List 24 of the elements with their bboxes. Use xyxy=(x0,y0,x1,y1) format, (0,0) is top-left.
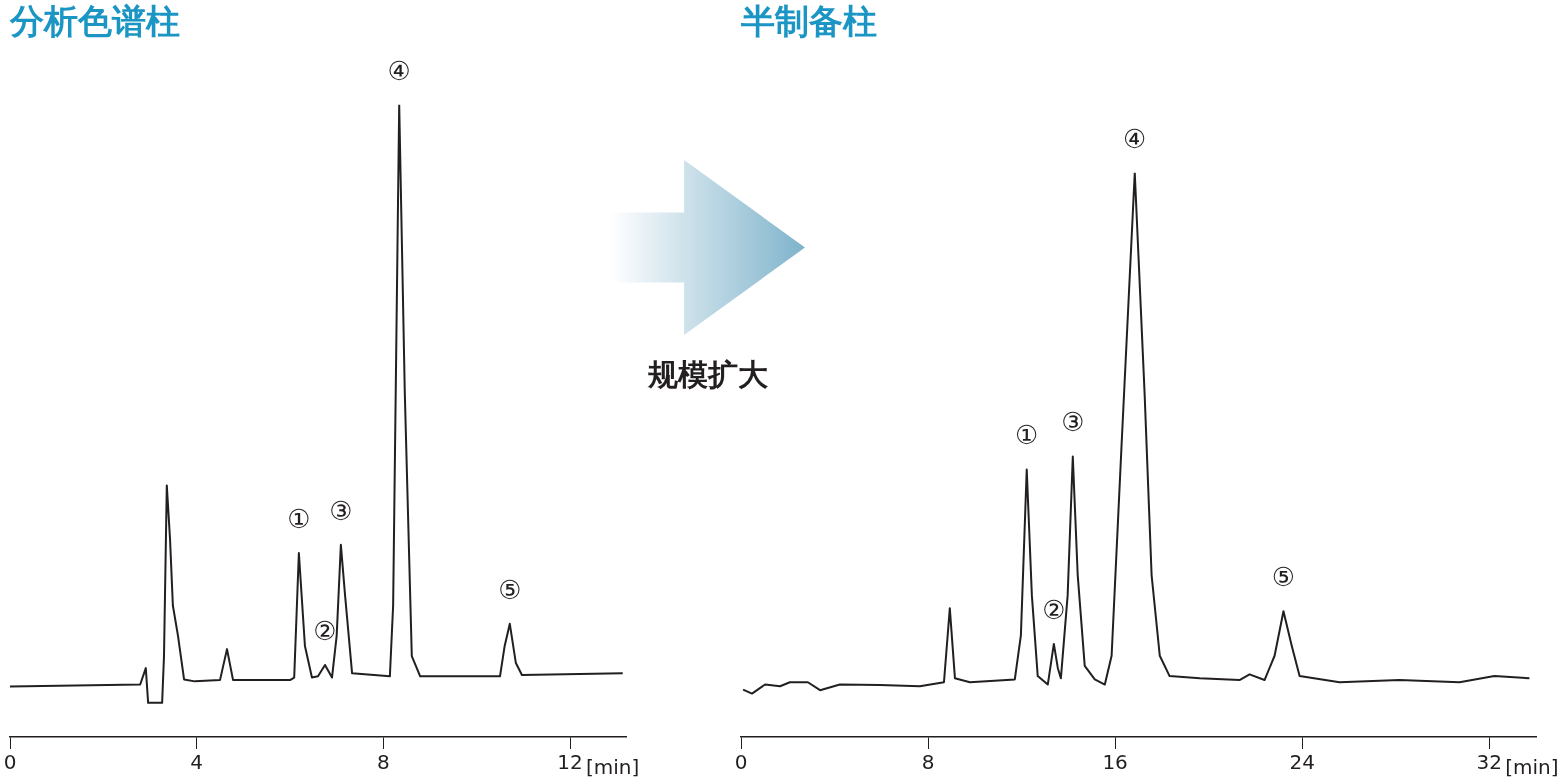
x-axis-title: [min] xyxy=(1505,755,1558,779)
annotation: ③ xyxy=(1061,407,1085,438)
annotation: ② xyxy=(1042,594,1066,625)
x-tick-label: 0 xyxy=(734,750,748,775)
annotation: ⑤ xyxy=(498,574,522,605)
x-tick-label: 8 xyxy=(376,750,390,775)
x-tick-label: 0 xyxy=(3,750,17,775)
x-tick-label: 16 xyxy=(1102,750,1128,775)
annotation: ⑤ xyxy=(1271,561,1296,592)
annotation: 规模扩大 xyxy=(646,356,769,394)
annotation: ② xyxy=(313,615,337,646)
x-axis-title: [min] xyxy=(586,755,640,779)
annotation: ③ xyxy=(329,495,353,526)
annotation: ④ xyxy=(387,55,411,86)
chart-title: 半制备柱 xyxy=(740,1,877,42)
x-tick-label: 4 xyxy=(190,750,204,775)
annotation: ① xyxy=(1015,420,1039,451)
x-tick-label: 8 xyxy=(921,750,935,775)
annotation: ① xyxy=(287,503,311,534)
x-tick-label: 12 xyxy=(557,750,583,775)
annotation: ④ xyxy=(1123,123,1147,154)
chart-title: 分析色谱柱 xyxy=(9,1,180,42)
x-tick-label: 24 xyxy=(1289,750,1315,775)
x-tick-label: 32 xyxy=(1476,750,1502,775)
